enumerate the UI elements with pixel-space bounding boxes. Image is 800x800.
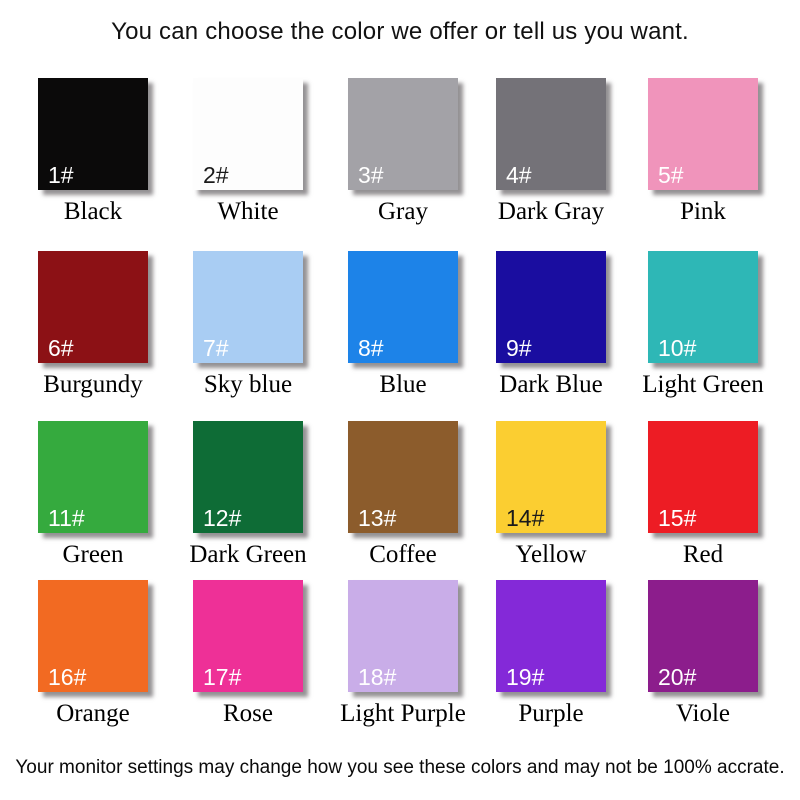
- swatch-number-label: 20#: [658, 664, 697, 690]
- swatch-number-label: 16#: [48, 664, 87, 690]
- color-cell-rose: 17# Rose: [168, 580, 328, 728]
- swatch-name-label: Dark Blue: [499, 371, 603, 398]
- color-cell-dark-gray: 4# Dark Gray: [471, 78, 631, 226]
- color-cell-green: 11# Green: [13, 421, 173, 569]
- color-swatch: 15#: [648, 421, 758, 533]
- color-cell-coffee: 13# Coffee: [323, 421, 483, 569]
- color-cell-blue: 8# Blue: [323, 251, 483, 399]
- swatch-number-label: 9#: [506, 335, 532, 361]
- page-title: You can choose the color we offer or tel…: [111, 18, 689, 45]
- color-cell-light-green: 10# Light Green: [623, 251, 783, 399]
- swatch-number-label: 2#: [203, 162, 229, 188]
- color-swatch: 13#: [348, 421, 458, 533]
- swatch-name-label: Sky blue: [203, 371, 293, 398]
- color-swatch: 4#: [496, 78, 606, 190]
- swatch-name-label: Red: [682, 541, 724, 568]
- color-swatch: 7#: [193, 251, 303, 363]
- swatch-name-label: Black: [63, 198, 123, 225]
- swatch-name-label: Orange: [56, 700, 130, 727]
- color-swatch: 1#: [38, 78, 148, 190]
- swatch-number-label: 6#: [48, 335, 74, 361]
- swatch-name-label: Light Purple: [340, 700, 466, 727]
- swatch-name-label: Light Green: [642, 371, 764, 398]
- swatch-name-label: Burgundy: [43, 371, 143, 398]
- color-cell-pink: 5# Pink: [623, 78, 783, 226]
- swatch-number-label: 10#: [658, 335, 697, 361]
- swatch-number-label: 19#: [506, 664, 545, 690]
- swatch-name-label: Purple: [518, 700, 584, 727]
- color-swatch: 10#: [648, 251, 758, 363]
- color-swatch: 17#: [193, 580, 303, 692]
- color-cell-sky-blue: 7# Sky blue: [168, 251, 328, 399]
- color-cell-light-purple: 18# Light Purple: [323, 580, 483, 728]
- color-cell-red: 15# Red: [623, 421, 783, 569]
- monitor-disclaimer-text: Your monitor settings may change how you…: [15, 757, 785, 778]
- swatch-name-label: Viole: [675, 700, 731, 727]
- color-swatch: 16#: [38, 580, 148, 692]
- swatch-number-label: 15#: [658, 505, 697, 531]
- swatch-number-label: 7#: [203, 335, 229, 361]
- color-swatch: 12#: [193, 421, 303, 533]
- swatch-name-label: Green: [62, 541, 124, 568]
- swatch-number-label: 18#: [358, 664, 397, 690]
- swatch-number-label: 11#: [48, 505, 85, 531]
- swatch-number-label: 3#: [358, 162, 384, 188]
- swatch-number-label: 12#: [203, 505, 242, 531]
- swatch-name-label: Yellow: [515, 541, 587, 568]
- color-swatch: 6#: [38, 251, 148, 363]
- color-swatch: 9#: [496, 251, 606, 363]
- swatch-number-label: 17#: [203, 664, 242, 690]
- color-cell-dark-green: 12# Dark Green: [168, 421, 328, 569]
- swatch-name-label: White: [217, 198, 279, 225]
- swatch-number-label: 13#: [358, 505, 397, 531]
- swatch-number-label: 14#: [506, 505, 545, 531]
- swatch-name-label: Gray: [378, 198, 428, 225]
- swatch-number-label: 4#: [506, 162, 532, 188]
- swatch-name-label: Pink: [680, 198, 726, 225]
- color-cell-orange: 16# Orange: [13, 580, 173, 728]
- color-swatch: 3#: [348, 78, 458, 190]
- color-cell-white: 2# White: [168, 78, 328, 226]
- swatch-name-label: Dark Green: [189, 541, 307, 568]
- color-swatch: 5#: [648, 78, 758, 190]
- swatch-number-label: 1#: [48, 162, 74, 188]
- color-swatch: 20#: [648, 580, 758, 692]
- swatch-name-label: Dark Gray: [497, 198, 605, 225]
- color-swatch: 19#: [496, 580, 606, 692]
- swatch-name-label: Blue: [379, 371, 427, 398]
- swatch-number-label: 8#: [358, 335, 384, 361]
- color-swatch: 2#: [193, 78, 303, 190]
- color-swatch: 8#: [348, 251, 458, 363]
- swatch-number-label: 5#: [658, 162, 684, 188]
- color-swatch: 11#: [38, 421, 148, 533]
- color-swatch: 18#: [348, 580, 458, 692]
- color-cell-burgundy: 6# Burgundy: [13, 251, 173, 399]
- color-cell-dark-blue: 9# Dark Blue: [471, 251, 631, 399]
- color-cell-gray: 3# Gray: [323, 78, 483, 226]
- color-cell-viole: 20# Viole: [623, 580, 783, 728]
- color-cell-black: 1# Black: [13, 78, 173, 226]
- swatch-name-label: Coffee: [369, 541, 437, 568]
- color-swatch: 14#: [496, 421, 606, 533]
- swatch-name-label: Rose: [223, 700, 273, 727]
- color-cell-yellow: 14# Yellow: [471, 421, 631, 569]
- color-cell-purple: 19# Purple: [471, 580, 631, 728]
